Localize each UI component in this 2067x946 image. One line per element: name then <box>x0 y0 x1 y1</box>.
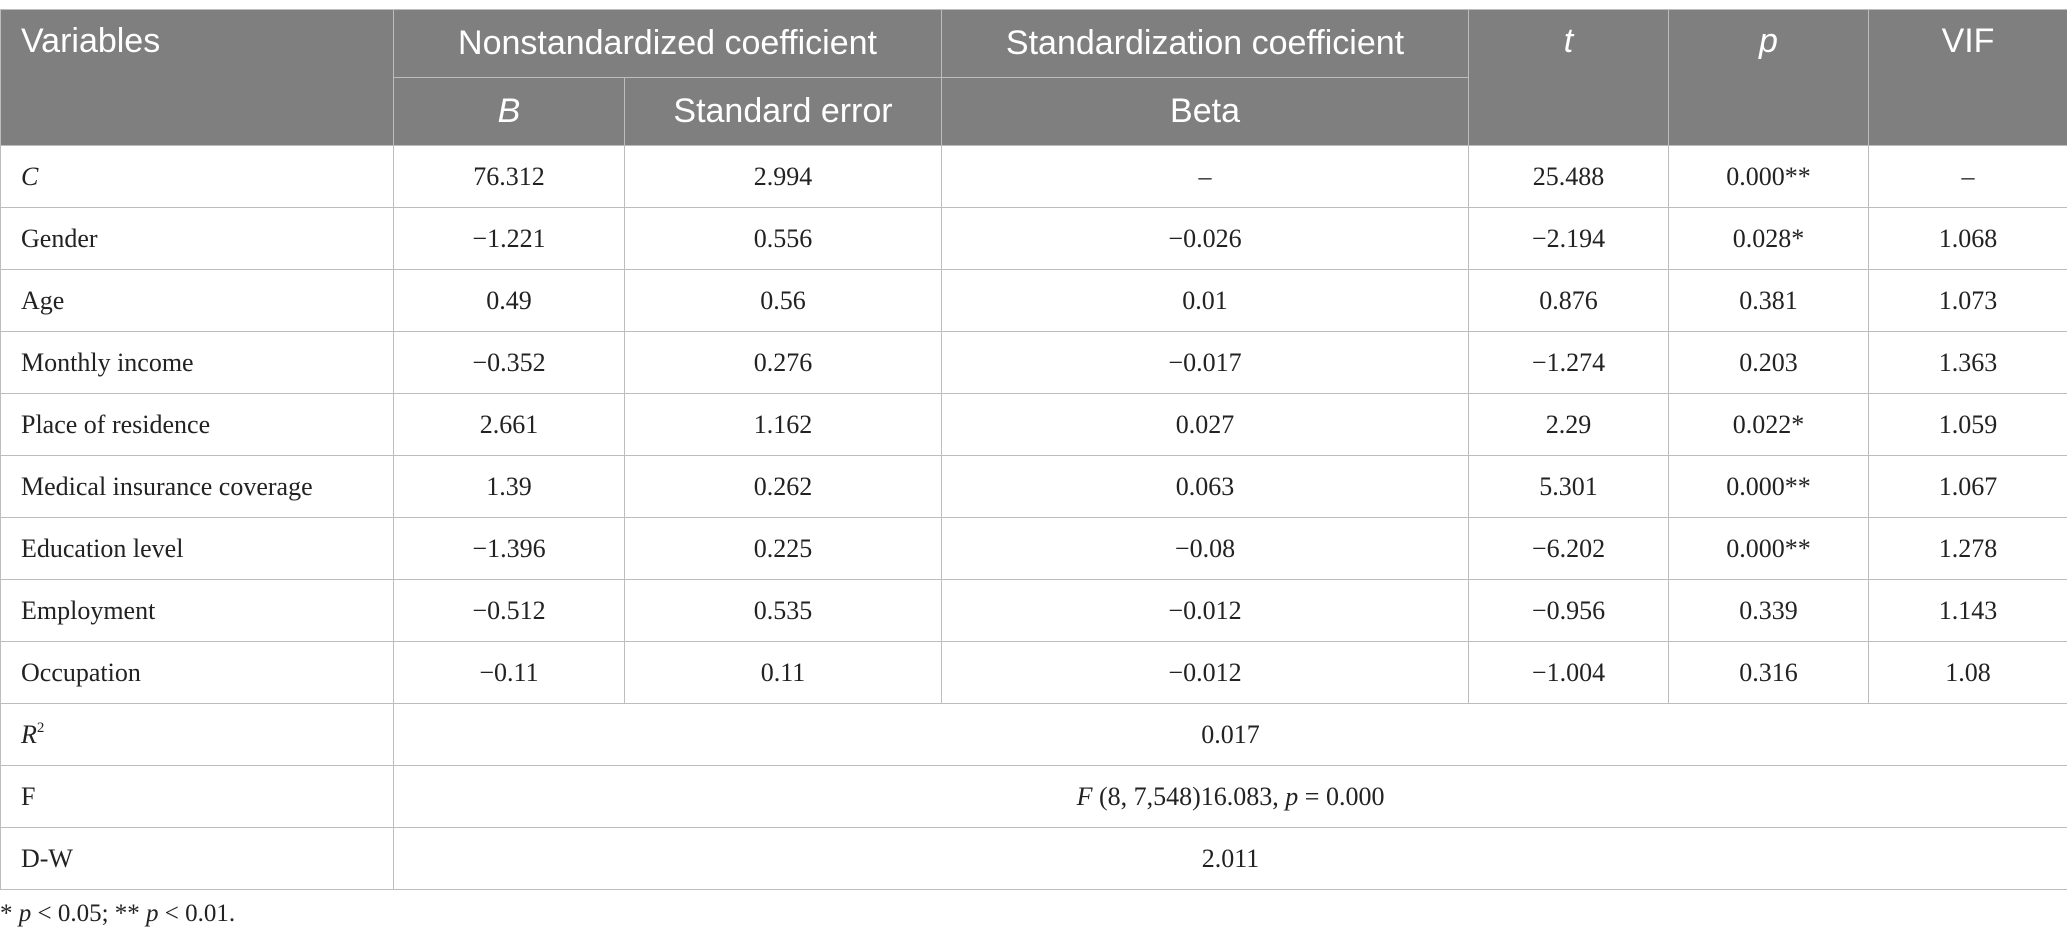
cell-standard-error: 0.225 <box>623 517 943 580</box>
table-row: Employment −0.512 0.535 −0.012 −0.956 0.… <box>0 579 2067 642</box>
summary-row-f: F F (8, 7,548)16.083, p = 0.000 <box>0 765 2067 828</box>
cell-t: 25.488 <box>1468 145 1670 208</box>
cell-t: −1.004 <box>1468 641 1670 704</box>
table-row: Age 0.49 0.56 0.01 0.876 0.381 1.073 <box>0 269 2067 332</box>
header-vif: VIF <box>1868 9 2067 146</box>
cell-p: 0.028* <box>1668 207 1870 270</box>
cell-p: 0.316 <box>1668 641 1870 704</box>
cell-p: 0.000** <box>1668 455 1870 518</box>
cell-p: 0.022* <box>1668 393 1870 456</box>
cell-beta: 0.063 <box>941 455 1470 518</box>
header-nonstandardized-coefficient: Nonstandardized coefficient <box>392 9 943 78</box>
header-p: p <box>1668 9 1870 146</box>
cell-p: 0.339 <box>1668 579 1870 642</box>
cell-t: 0.876 <box>1468 269 1670 332</box>
table-row: C 76.312 2.994 – 25.488 0.000** – <box>0 145 2067 208</box>
cell-t: −2.194 <box>1468 207 1670 270</box>
cell-t: −6.202 <box>1468 517 1670 580</box>
variable-name: Medical insurance coverage <box>0 455 394 518</box>
cell-p: 0.203 <box>1668 331 1870 394</box>
cell-b: 76.312 <box>393 145 625 208</box>
cell-vif: 1.068 <box>1868 207 2067 270</box>
cell-b: −1.221 <box>393 207 625 270</box>
cell-t: −1.274 <box>1468 331 1670 394</box>
cell-vif: 1.278 <box>1868 517 2067 580</box>
cell-standard-error: 2.994 <box>623 145 943 208</box>
cell-standard-error: 0.56 <box>623 269 943 332</box>
cell-beta: −0.012 <box>941 579 1470 642</box>
regression-table: Variables Nonstandardized coefficient St… <box>0 9 2067 890</box>
cell-b: 0.49 <box>393 269 625 332</box>
header-beta: Beta <box>941 77 1470 146</box>
cell-beta: 0.01 <box>941 269 1470 332</box>
cell-vif: 1.073 <box>1868 269 2067 332</box>
f-label: F <box>0 765 394 828</box>
cell-t: 2.29 <box>1468 393 1670 456</box>
cell-beta: 0.027 <box>941 393 1470 456</box>
dw-value: 2.011 <box>392 827 2067 890</box>
table-row: Gender −1.221 0.556 −0.026 −2.194 0.028*… <box>0 207 2067 270</box>
table-row: Education level −1.396 0.225 −0.08 −6.20… <box>0 517 2067 580</box>
table-header: Variables Nonstandardized coefficient St… <box>0 9 2067 146</box>
cell-vif: 1.059 <box>1868 393 2067 456</box>
cell-standard-error: 0.556 <box>623 207 943 270</box>
cell-beta: −0.017 <box>941 331 1470 394</box>
f-value: F (8, 7,548)16.083, p = 0.000 <box>392 765 2067 828</box>
summary-row-dw: D-W 2.011 <box>0 827 2067 890</box>
cell-p: 0.000** <box>1668 145 1870 208</box>
cell-vif: 1.363 <box>1868 331 2067 394</box>
header-t: t <box>1468 9 1670 146</box>
table-row: Medical insurance coverage 1.39 0.262 0.… <box>0 455 2067 518</box>
summary-row-r2: R2 0.017 <box>0 703 2067 766</box>
table-row: Place of residence 2.661 1.162 0.027 2.2… <box>0 393 2067 456</box>
cell-b: 1.39 <box>393 455 625 518</box>
cell-beta: −0.08 <box>941 517 1470 580</box>
header-standard-error: Standard error <box>623 77 943 146</box>
cell-b: 2.661 <box>393 393 625 456</box>
variable-name: Occupation <box>0 641 394 704</box>
cell-p: 0.381 <box>1668 269 1870 332</box>
r2-label: R2 <box>0 703 394 766</box>
cell-t: 5.301 <box>1468 455 1670 518</box>
variable-name: Age <box>0 269 394 332</box>
cell-standard-error: 0.262 <box>623 455 943 518</box>
cell-standard-error: 0.276 <box>623 331 943 394</box>
cell-standard-error: 0.535 <box>623 579 943 642</box>
table-row: Monthly income −0.352 0.276 −0.017 −1.27… <box>0 331 2067 394</box>
variable-name: Gender <box>0 207 394 270</box>
cell-vif: 1.067 <box>1868 455 2067 518</box>
header-b: B <box>393 77 625 146</box>
table-footnote: * p < 0.05; ** p < 0.01. <box>0 900 236 927</box>
cell-vif: 1.143 <box>1868 579 2067 642</box>
table-body: C 76.312 2.994 – 25.488 0.000** – Gender… <box>0 145 2067 890</box>
cell-standard-error: 1.162 <box>623 393 943 456</box>
cell-vif: – <box>1868 145 2067 208</box>
variable-name: Monthly income <box>0 331 394 394</box>
cell-beta: −0.012 <box>941 641 1470 704</box>
cell-b: −0.512 <box>393 579 625 642</box>
cell-beta: – <box>941 145 1470 208</box>
header-standardization-coefficient: Standardization coefficient <box>941 9 1470 78</box>
cell-b: −0.352 <box>393 331 625 394</box>
cell-p: 0.000** <box>1668 517 1870 580</box>
cell-beta: −0.026 <box>941 207 1470 270</box>
variable-name: Education level <box>0 517 394 580</box>
header-variables: Variables <box>0 9 394 146</box>
variable-name: Place of residence <box>0 393 394 456</box>
r2-value: 0.017 <box>392 703 2067 766</box>
cell-vif: 1.08 <box>1868 641 2067 704</box>
dw-label: D-W <box>0 827 394 890</box>
cell-standard-error: 0.11 <box>623 641 943 704</box>
table-row: Occupation −0.11 0.11 −0.012 −1.004 0.31… <box>0 641 2067 704</box>
variable-name: C <box>0 145 394 208</box>
cell-b: −1.396 <box>393 517 625 580</box>
variable-name: Employment <box>0 579 394 642</box>
cell-b: −0.11 <box>393 641 625 704</box>
cell-t: −0.956 <box>1468 579 1670 642</box>
